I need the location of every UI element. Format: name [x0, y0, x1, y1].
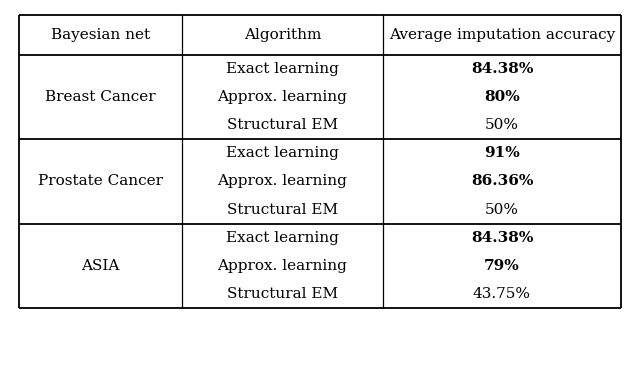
- Text: Prostate Cancer: Prostate Cancer: [38, 175, 163, 188]
- Text: 91%: 91%: [484, 146, 520, 160]
- Text: Exact learning: Exact learning: [226, 146, 339, 160]
- Text: 79%: 79%: [484, 259, 520, 273]
- Text: Structural EM: Structural EM: [227, 118, 338, 132]
- Text: 84.38%: 84.38%: [471, 231, 533, 245]
- Text: Exact learning: Exact learning: [226, 62, 339, 76]
- Text: 43.75%: 43.75%: [473, 287, 531, 301]
- Text: ASIA: ASIA: [81, 259, 120, 273]
- Text: 84.38%: 84.38%: [471, 62, 533, 76]
- Text: Structural EM: Structural EM: [227, 287, 338, 301]
- Text: Exact learning: Exact learning: [226, 231, 339, 245]
- Text: 50%: 50%: [485, 118, 519, 132]
- Text: Approx. learning: Approx. learning: [218, 259, 348, 273]
- Text: Structural EM: Structural EM: [227, 203, 338, 217]
- Text: Average imputation accuracy: Average imputation accuracy: [389, 28, 615, 42]
- Text: Bayesian net: Bayesian net: [51, 28, 150, 42]
- Text: 86.36%: 86.36%: [471, 175, 533, 188]
- Text: Algorithm: Algorithm: [244, 28, 321, 42]
- Text: Approx. learning: Approx. learning: [218, 90, 348, 104]
- Text: 50%: 50%: [485, 203, 519, 217]
- Text: Breast Cancer: Breast Cancer: [45, 90, 156, 104]
- Text: 80%: 80%: [484, 90, 520, 104]
- Text: Approx. learning: Approx. learning: [218, 175, 348, 188]
